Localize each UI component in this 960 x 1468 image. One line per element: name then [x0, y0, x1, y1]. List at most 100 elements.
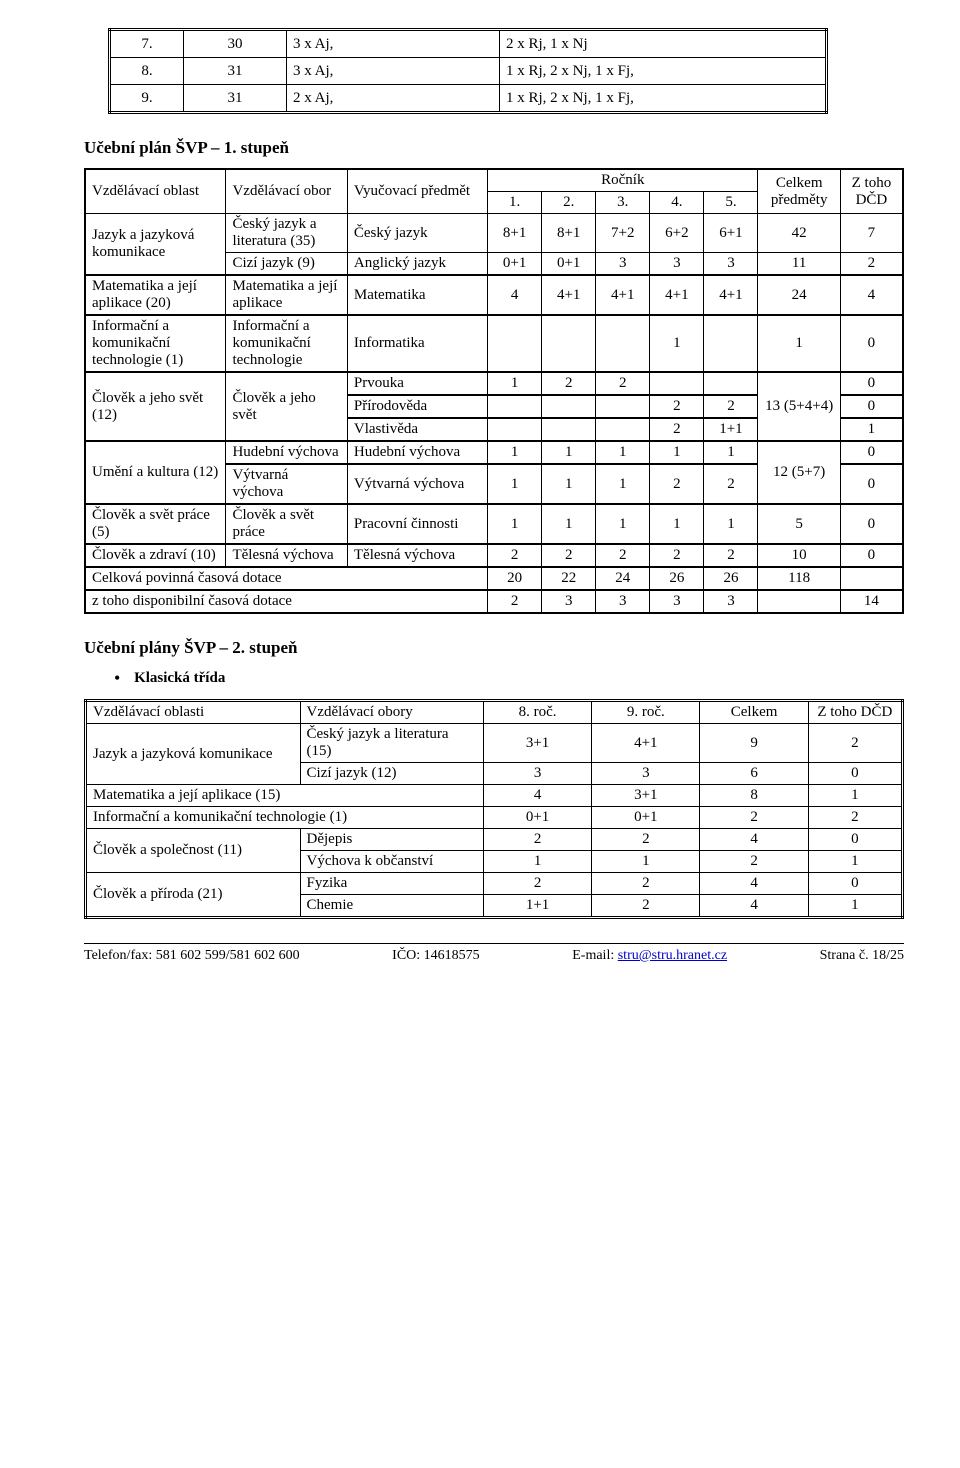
t2-value: 22 [542, 567, 596, 590]
t2-value: 2 [596, 372, 650, 395]
t2-obor: Informační a komunikační technologie [226, 315, 347, 372]
t2-sum: 1 [758, 315, 840, 372]
table-row: z toho disponibilní časová dotace2333314 [85, 590, 903, 613]
t2-value: 1 [650, 504, 704, 544]
t2-value: 1 [488, 372, 542, 395]
t2-predmet: Přírodověda [347, 395, 487, 418]
t2-value: 4+1 [650, 275, 704, 315]
t2-value: 8+1 [542, 214, 596, 253]
t2-oblast: Matematika a její aplikace (20) [85, 275, 226, 315]
page-footer: Telefon/fax: 581 602 599/581 602 600 IČO… [84, 948, 904, 964]
t1-col-hours: 30 [184, 30, 287, 58]
t1-col-aj: 3 x Aj, [287, 30, 500, 58]
t2-obor: Matematika a její aplikace [226, 275, 347, 315]
table-row: Člověk a jeho svět (12)Člověk a jeho svě… [85, 372, 903, 395]
t3-9roc: 0+1 [592, 807, 700, 829]
t2-value: 1 [596, 504, 650, 544]
table-row: Celková povinná časová dotace20222426261… [85, 567, 903, 590]
t2-value: 2 [650, 544, 704, 567]
t2-value: 1+1 [704, 418, 758, 441]
t3-8roc: 1+1 [483, 895, 591, 918]
t2-obor: Člověk a svět práce [226, 504, 347, 544]
klasicka-trida-table: Vzdělávací oblasti Vzdělávací obory 8. r… [84, 699, 904, 919]
t2-dcd [840, 567, 903, 590]
t2-obor: Tělesná výchova [226, 544, 347, 567]
footer-email-link[interactable]: stru@stru.hranet.cz [618, 948, 727, 963]
t2-value: 1 [596, 441, 650, 464]
t3-8roc: 0+1 [483, 807, 591, 829]
t2-value [650, 372, 704, 395]
t3-8roc: 3 [483, 763, 591, 785]
table-row: Člověk a svět práce (5)Člověk a svět prá… [85, 504, 903, 544]
t3-9roc: 2 [592, 829, 700, 851]
t2-value [542, 395, 596, 418]
ucebni-plan-1-table: Vzdělávací oblast Vzdělávací obor Vyučov… [84, 168, 904, 614]
t2-sum: 10 [758, 544, 840, 567]
t3-dcd: 1 [808, 895, 902, 918]
t2-value: 3 [596, 590, 650, 613]
t3-head-9roc: 9. roč. [592, 701, 700, 724]
t2-obor: Hudební výchova [226, 441, 347, 464]
t2-value: 0+1 [488, 253, 542, 276]
t2-dcd: 0 [840, 504, 903, 544]
t2-dcd: 0 [840, 372, 903, 395]
t2-value: 1 [542, 464, 596, 504]
t2-value [542, 418, 596, 441]
t2-value [596, 315, 650, 372]
table-row: 8.313 x Aj,1 x Rj, 2 x Nj, 1 x Fj, [110, 58, 827, 85]
t2-head-rocnik-col: 2. [542, 192, 596, 214]
t2-head-rocnik-col: 5. [704, 192, 758, 214]
t1-col-index: 8. [110, 58, 184, 85]
footer-divider [84, 943, 904, 944]
t2-value: 1 [650, 315, 704, 372]
t2-value: 1 [704, 504, 758, 544]
t2-value: 4+1 [704, 275, 758, 315]
bullet-label: Klasická třída [134, 670, 225, 686]
t3-obor: Fyzika [300, 873, 483, 895]
t2-predmet: Hudební výchova [347, 441, 487, 464]
t2-value: 4+1 [596, 275, 650, 315]
t1-col-hours: 31 [184, 85, 287, 113]
t3-head-dcd: Z toho DČD [808, 701, 902, 724]
table-row: Jazyk a jazyková komunikaceČeský jazyk a… [85, 214, 903, 253]
t2-sum: 11 [758, 253, 840, 276]
t2-value: 2 [704, 464, 758, 504]
table-row: Jazyk a jazyková komunikaceČeský jazyk a… [86, 724, 903, 763]
t2-obor: Cizí jazyk (9) [226, 253, 347, 276]
t2-value: 2 [542, 372, 596, 395]
t3-head-8roc: 8. roč. [483, 701, 591, 724]
t3-dcd: 0 [808, 763, 902, 785]
t2-value: 1 [704, 441, 758, 464]
t3-9roc: 3+1 [592, 785, 700, 807]
t2-predmet: Tělesná výchova [347, 544, 487, 567]
table-row: Informační a komunikační technologie (1)… [85, 315, 903, 372]
t3-8roc: 3+1 [483, 724, 591, 763]
t2-value: 3 [542, 590, 596, 613]
t2-head-dcd: Z toho DČD [840, 169, 903, 214]
t2-obor: Český jazyk a literatura (35) [226, 214, 347, 253]
t3-oblast: Člověk a příroda (21) [86, 873, 301, 918]
t2-value: 26 [704, 567, 758, 590]
t3-celkem: 4 [700, 873, 808, 895]
t2-value: 4 [488, 275, 542, 315]
t2-value: 1 [596, 464, 650, 504]
t3-celkem: 8 [700, 785, 808, 807]
t2-oblast: Celková povinná časová dotace [85, 567, 488, 590]
t3-9roc: 4+1 [592, 724, 700, 763]
t2-value [488, 395, 542, 418]
t2-value: 2 [488, 544, 542, 567]
t2-oblast: z toho disponibilní časová dotace [85, 590, 488, 613]
t2-value: 2 [488, 590, 542, 613]
t2-predmet: Prvouka [347, 372, 487, 395]
t2-value: 2 [650, 418, 704, 441]
footer-page-number: Strana č. 18/25 [820, 948, 904, 964]
t2-dcd: 0 [840, 395, 903, 418]
t2-value [488, 418, 542, 441]
t3-8roc: 1 [483, 851, 591, 873]
t2-value: 3 [704, 253, 758, 276]
t3-9roc: 2 [592, 895, 700, 918]
t2-oblast: Jazyk a jazyková komunikace [85, 214, 226, 276]
t2-predmet: Matematika [347, 275, 487, 315]
t2-head-oblast: Vzdělávací oblast [85, 169, 226, 214]
t3-oblast-span: Matematika a její aplikace (15) [86, 785, 484, 807]
